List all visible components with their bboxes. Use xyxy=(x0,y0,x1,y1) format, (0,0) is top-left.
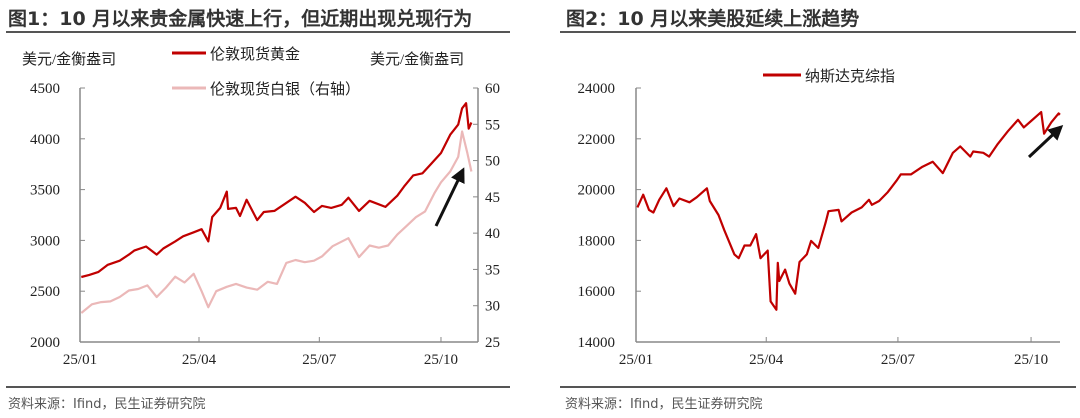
legend-label-nasdaq: 纳斯达克综指 xyxy=(805,68,895,85)
left-x-tick-label: 25/04 xyxy=(182,352,217,368)
right-footer-rule xyxy=(560,386,1076,388)
legend-label-silver: 伦敦现货白银（右轴） xyxy=(210,81,360,98)
right-y-tick-label: 20000 xyxy=(578,183,616,199)
left-title-rule xyxy=(6,31,510,33)
right-chart-title: 图2：10 月以来美股延续上涨趋势 xyxy=(566,8,860,30)
left-series-line xyxy=(80,130,473,314)
right-x-tick-label: 25/07 xyxy=(881,352,916,368)
legend-label-gold: 伦敦现货黄金 xyxy=(210,46,300,63)
left-y-axis-label: 美元/金衡盎司 xyxy=(22,51,116,68)
right-up-arrow-icon xyxy=(1027,124,1064,159)
left-source-note: 资料来源：Ifind，民生证券研究院 xyxy=(8,397,206,412)
left-y-tick-label: 3000 xyxy=(30,233,60,249)
right-y-tick-label: 16000 xyxy=(578,284,616,300)
left-y-tick-label-right: 55 xyxy=(485,117,500,133)
left-x-tick-label: 25/07 xyxy=(302,352,337,368)
left-chart-title: 图1：10 月以来贵金属快速上行，但近期出现兑现行为 xyxy=(8,8,473,30)
right-y-tick-label: 24000 xyxy=(578,81,616,97)
right-x-tick-label: 25/01 xyxy=(619,352,653,368)
right-y-tick-label: 22000 xyxy=(578,132,616,148)
left-y-tick-label: 3500 xyxy=(30,183,60,199)
left-y-tick-label-right: 60 xyxy=(485,81,500,97)
left-y-tick-label-right: 50 xyxy=(485,154,500,170)
left-y-tick-label-right: 40 xyxy=(485,226,500,242)
left-y-tick-label: 4000 xyxy=(30,132,60,148)
right-series-line xyxy=(636,110,1061,311)
left-y-tick-label-right: 25 xyxy=(485,335,500,351)
left-up-arrow-icon xyxy=(434,167,465,227)
right-x-tick-label: 25/04 xyxy=(749,352,784,368)
right-y-tick-label: 18000 xyxy=(578,233,616,249)
left-y-tick-label-right: 30 xyxy=(485,299,500,315)
left-y-tick-label: 2500 xyxy=(30,284,60,300)
left-x-tick-label: 25/01 xyxy=(63,352,97,368)
right-y-tick-label: 14000 xyxy=(578,335,616,351)
left-y-tick-label-right: 45 xyxy=(485,190,500,206)
left-y-tick-label: 4500 xyxy=(30,81,60,97)
left-series-line xyxy=(81,102,473,279)
right-y-axis-label: 美元/金衡盎司 xyxy=(370,51,464,68)
left-y-tick-label-right: 35 xyxy=(485,262,500,278)
left-x-tick-label: 25/10 xyxy=(424,352,458,368)
left-y-tick-label: 2000 xyxy=(30,335,60,351)
right-x-tick-label: 25/10 xyxy=(1014,352,1048,368)
right-title-rule xyxy=(560,31,1076,33)
right-source-note: 资料来源：Ifind，民生证券研究院 xyxy=(565,397,763,412)
left-footer-rule xyxy=(6,386,510,388)
